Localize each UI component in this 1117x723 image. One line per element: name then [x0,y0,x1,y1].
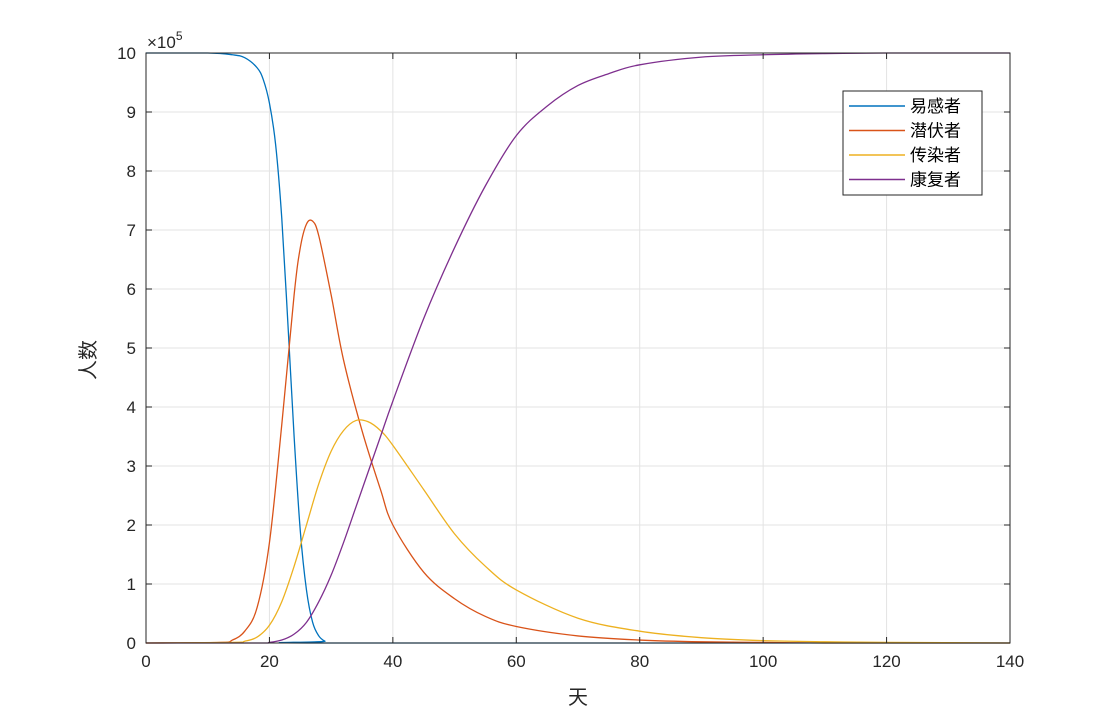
y-tick-label: 3 [127,457,136,476]
axis-ticks: 0 20 40 60 80 100 120 140 0 1 2 3 4 5 6 7 8 9 10 [117,44,1024,671]
y-tick-label: 8 [127,162,136,181]
series-line-2 [145,419,1011,644]
x-tick-label: 120 [872,652,900,671]
series-line-3 [146,52,1010,644]
grid [145,52,1011,644]
x-axis-label: 天 [568,685,588,709]
y-axis-multiplier-base: ×10 [147,33,176,52]
y-axis-multiplier-exponent: 5 [176,29,183,43]
x-tick-label: 20 [260,652,279,671]
y-tick-label: 1 [127,575,136,594]
legend-box [842,90,983,196]
legend-label: 康复者 [910,171,961,191]
y-tick-label: 10 [117,44,136,63]
legend-label: 潜伏者 [910,122,961,142]
x-tick-label: 60 [507,652,526,671]
y-tick-label: 4 [127,398,136,417]
y-axis-multiplier: ×105 [147,29,183,52]
y-axis-label: 人数 [76,340,100,380]
y-tick-label: 5 [127,339,136,358]
y-tick-label: 2 [127,516,136,535]
x-tick-label: 80 [630,652,649,671]
legend-label: 易感者 [910,97,961,117]
x-tick-label: 100 [749,652,777,671]
x-tick-label: 40 [383,652,402,671]
legend-label: 传染者 [910,146,961,166]
x-tick-label: 140 [996,652,1024,671]
y-tick-label: 9 [127,103,136,122]
y-tick-label: 7 [127,221,136,240]
series-line-1 [145,219,1010,644]
y-tick-label: 6 [127,280,136,299]
x-tick-label: 0 [141,652,150,671]
y-tick-label: 0 [127,634,136,653]
